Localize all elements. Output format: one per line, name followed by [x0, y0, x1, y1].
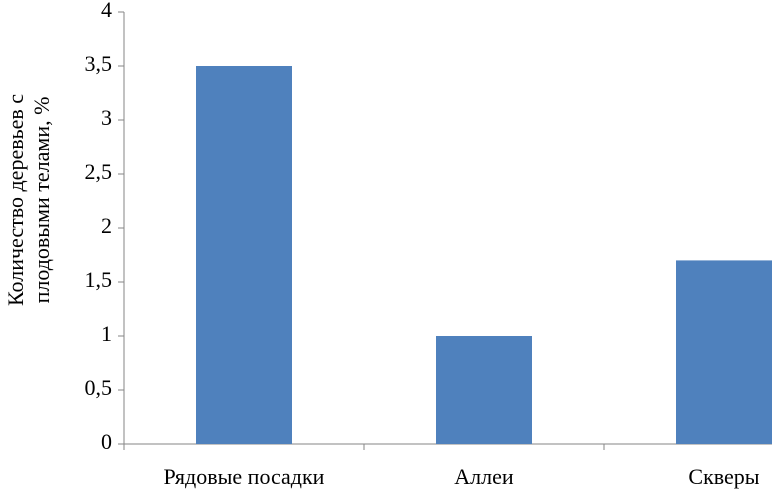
bar: [196, 66, 292, 444]
y-tick-label: 1,5: [85, 267, 113, 292]
y-tick-label: 1: [101, 321, 112, 346]
y-tick-label: 0: [101, 429, 112, 454]
y-axis-label: Количество деревьев с: [3, 94, 28, 306]
bar: [436, 336, 532, 444]
x-tick-label: Скверы: [688, 464, 759, 489]
y-tick-label: 3: [101, 105, 112, 130]
y-tick-label: 4: [101, 0, 112, 22]
y-tick-label: 3,5: [85, 51, 113, 76]
y-tick-label: 2: [101, 213, 112, 238]
x-tick-label: Рядовые посадки: [164, 464, 325, 489]
y-tick-label: 0,5: [85, 375, 113, 400]
bar: [676, 260, 772, 444]
y-axis-label: плодовыми телами, %: [29, 97, 54, 304]
x-tick-label: Аллеи: [454, 464, 514, 489]
y-tick-label: 2,5: [85, 159, 113, 184]
